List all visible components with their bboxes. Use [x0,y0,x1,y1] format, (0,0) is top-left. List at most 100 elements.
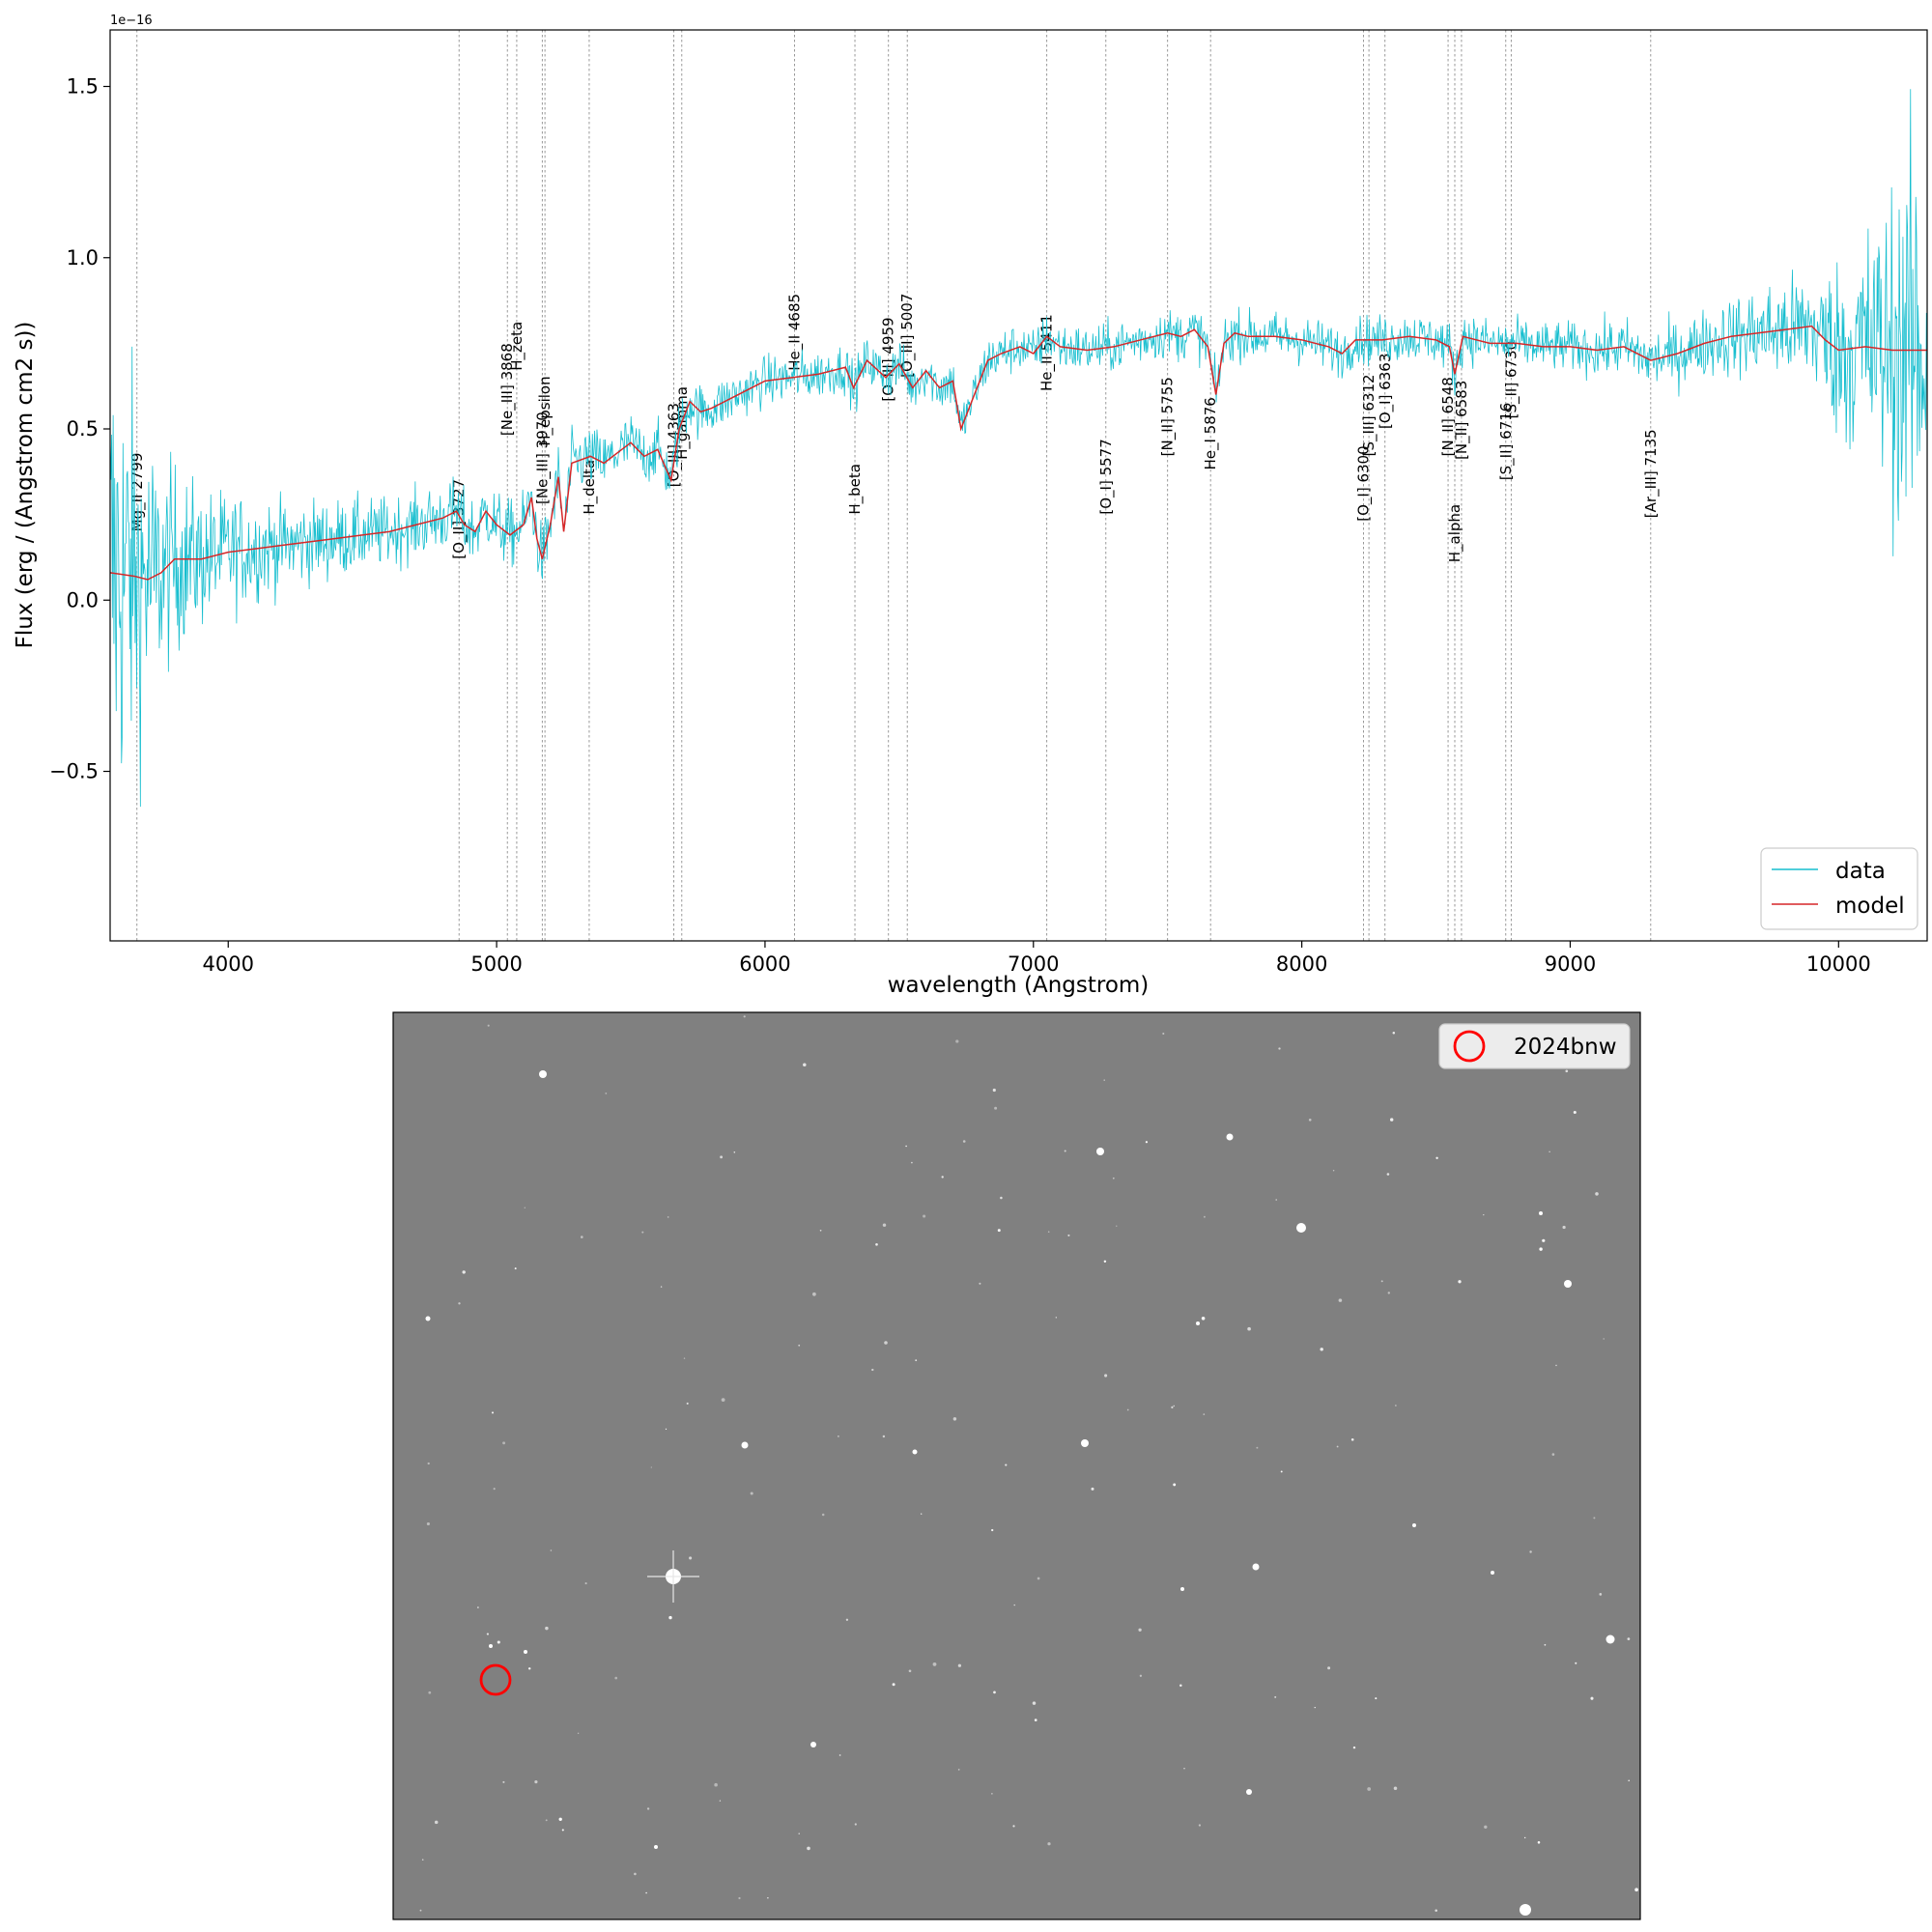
faint-star [1256,1446,1259,1449]
faint-star [875,1242,878,1246]
faint-star [1336,1445,1339,1448]
faint-star [577,1732,580,1735]
faint-star [660,1286,663,1288]
faint-star [1529,1550,1532,1553]
faint-star [1116,1225,1118,1227]
x-tick-label: 9000 [1545,952,1596,976]
faint-star [767,1897,769,1899]
star [1096,1148,1104,1155]
faint-star [1275,1199,1277,1201]
x-tick-label: 5000 [470,952,522,976]
faint-star [558,1817,562,1821]
faint-star [1593,1517,1596,1520]
faint-star [1034,1719,1037,1721]
faint-star [1575,1662,1577,1664]
faint-star [798,1344,801,1347]
faint-star [1171,1406,1174,1409]
faint-star [584,1582,587,1585]
faint-star [1555,1364,1557,1367]
faint-star [1565,1069,1569,1073]
faint-star [1387,1292,1390,1294]
faint-star [819,1229,822,1232]
x-tick-label: 4000 [203,952,254,976]
star [1226,1133,1234,1141]
faint-star [497,1640,500,1644]
faint-star [1435,1909,1437,1913]
faint-star [491,1411,495,1414]
faint-star [1308,1118,1312,1122]
star [1252,1563,1260,1571]
faint-star [1067,1234,1070,1236]
faint-star [803,1063,807,1066]
faint-star [1338,1298,1343,1302]
y-tick-label: 1.5 [67,74,99,98]
faint-star [1198,1824,1202,1827]
faint-star [882,1435,886,1438]
faint-star [1104,1374,1108,1378]
faint-star [979,1282,981,1285]
faint-star [458,1302,461,1305]
star [1412,1523,1416,1527]
faint-star [1000,1196,1003,1200]
star [1196,1321,1200,1325]
star [654,1845,658,1849]
faint-star [641,1231,644,1234]
faint-star [634,1872,637,1876]
image-legend-label: 2024bnw [1514,1035,1617,1060]
faint-star [419,1909,422,1912]
faint-star [493,1488,496,1491]
faint-star [923,1214,926,1218]
faint-star [1138,1628,1142,1632]
faint-star [550,1549,553,1551]
star [524,1650,527,1654]
faint-star [1548,1151,1550,1152]
faint-star [952,1417,957,1421]
plot-frame [109,29,1928,942]
faint-star [1055,1317,1057,1319]
faint-star [1628,1779,1630,1781]
faint-star [486,1633,489,1635]
image-panel: 2024bnw [392,1011,1641,1920]
star [539,1070,547,1078]
spectral-line-label: [N_II] 5755 [1159,377,1178,456]
faint-star [743,1015,746,1018]
faint-star [1352,1746,1356,1749]
star [1180,1587,1184,1591]
faint-star [908,1669,912,1673]
faint-star [427,1462,430,1465]
faint-star [720,1155,724,1159]
faint-star [1278,1047,1281,1050]
faint-star [1332,1169,1335,1172]
faint-star [1162,1032,1165,1036]
faint-star [921,1513,923,1515]
faint-star [645,1891,647,1894]
faint-star [1047,1231,1050,1233]
faint-star [477,1606,479,1608]
faint-star [1573,1110,1577,1115]
faint-star [1112,1177,1115,1179]
faint-star [991,1793,993,1795]
faint-star [1005,1463,1008,1466]
star [912,1449,918,1455]
faint-star [1634,1888,1638,1892]
faint-star [667,1216,669,1218]
model-series-line [110,325,1927,581]
faint-star [955,1039,959,1043]
y-offset-text: 1e−16 [110,14,153,28]
spectral-line-label: [O_I] 6300 [1355,445,1374,521]
faint-star [733,1151,736,1153]
faint-star [1032,1701,1037,1705]
faint-star [668,1615,672,1620]
legend-box [1760,847,1918,930]
faint-star [1327,1666,1331,1670]
faint-star [812,1292,816,1296]
x-tick-label: 8000 [1276,952,1327,976]
faint-star [689,1556,693,1560]
faint-star [845,1618,849,1621]
faint-star [957,1663,962,1667]
faint-star [807,1846,810,1851]
faint-star [487,1024,490,1027]
faint-star [1203,1215,1206,1218]
y-tick-label: 0.0 [67,588,99,611]
faint-star [821,1513,825,1517]
